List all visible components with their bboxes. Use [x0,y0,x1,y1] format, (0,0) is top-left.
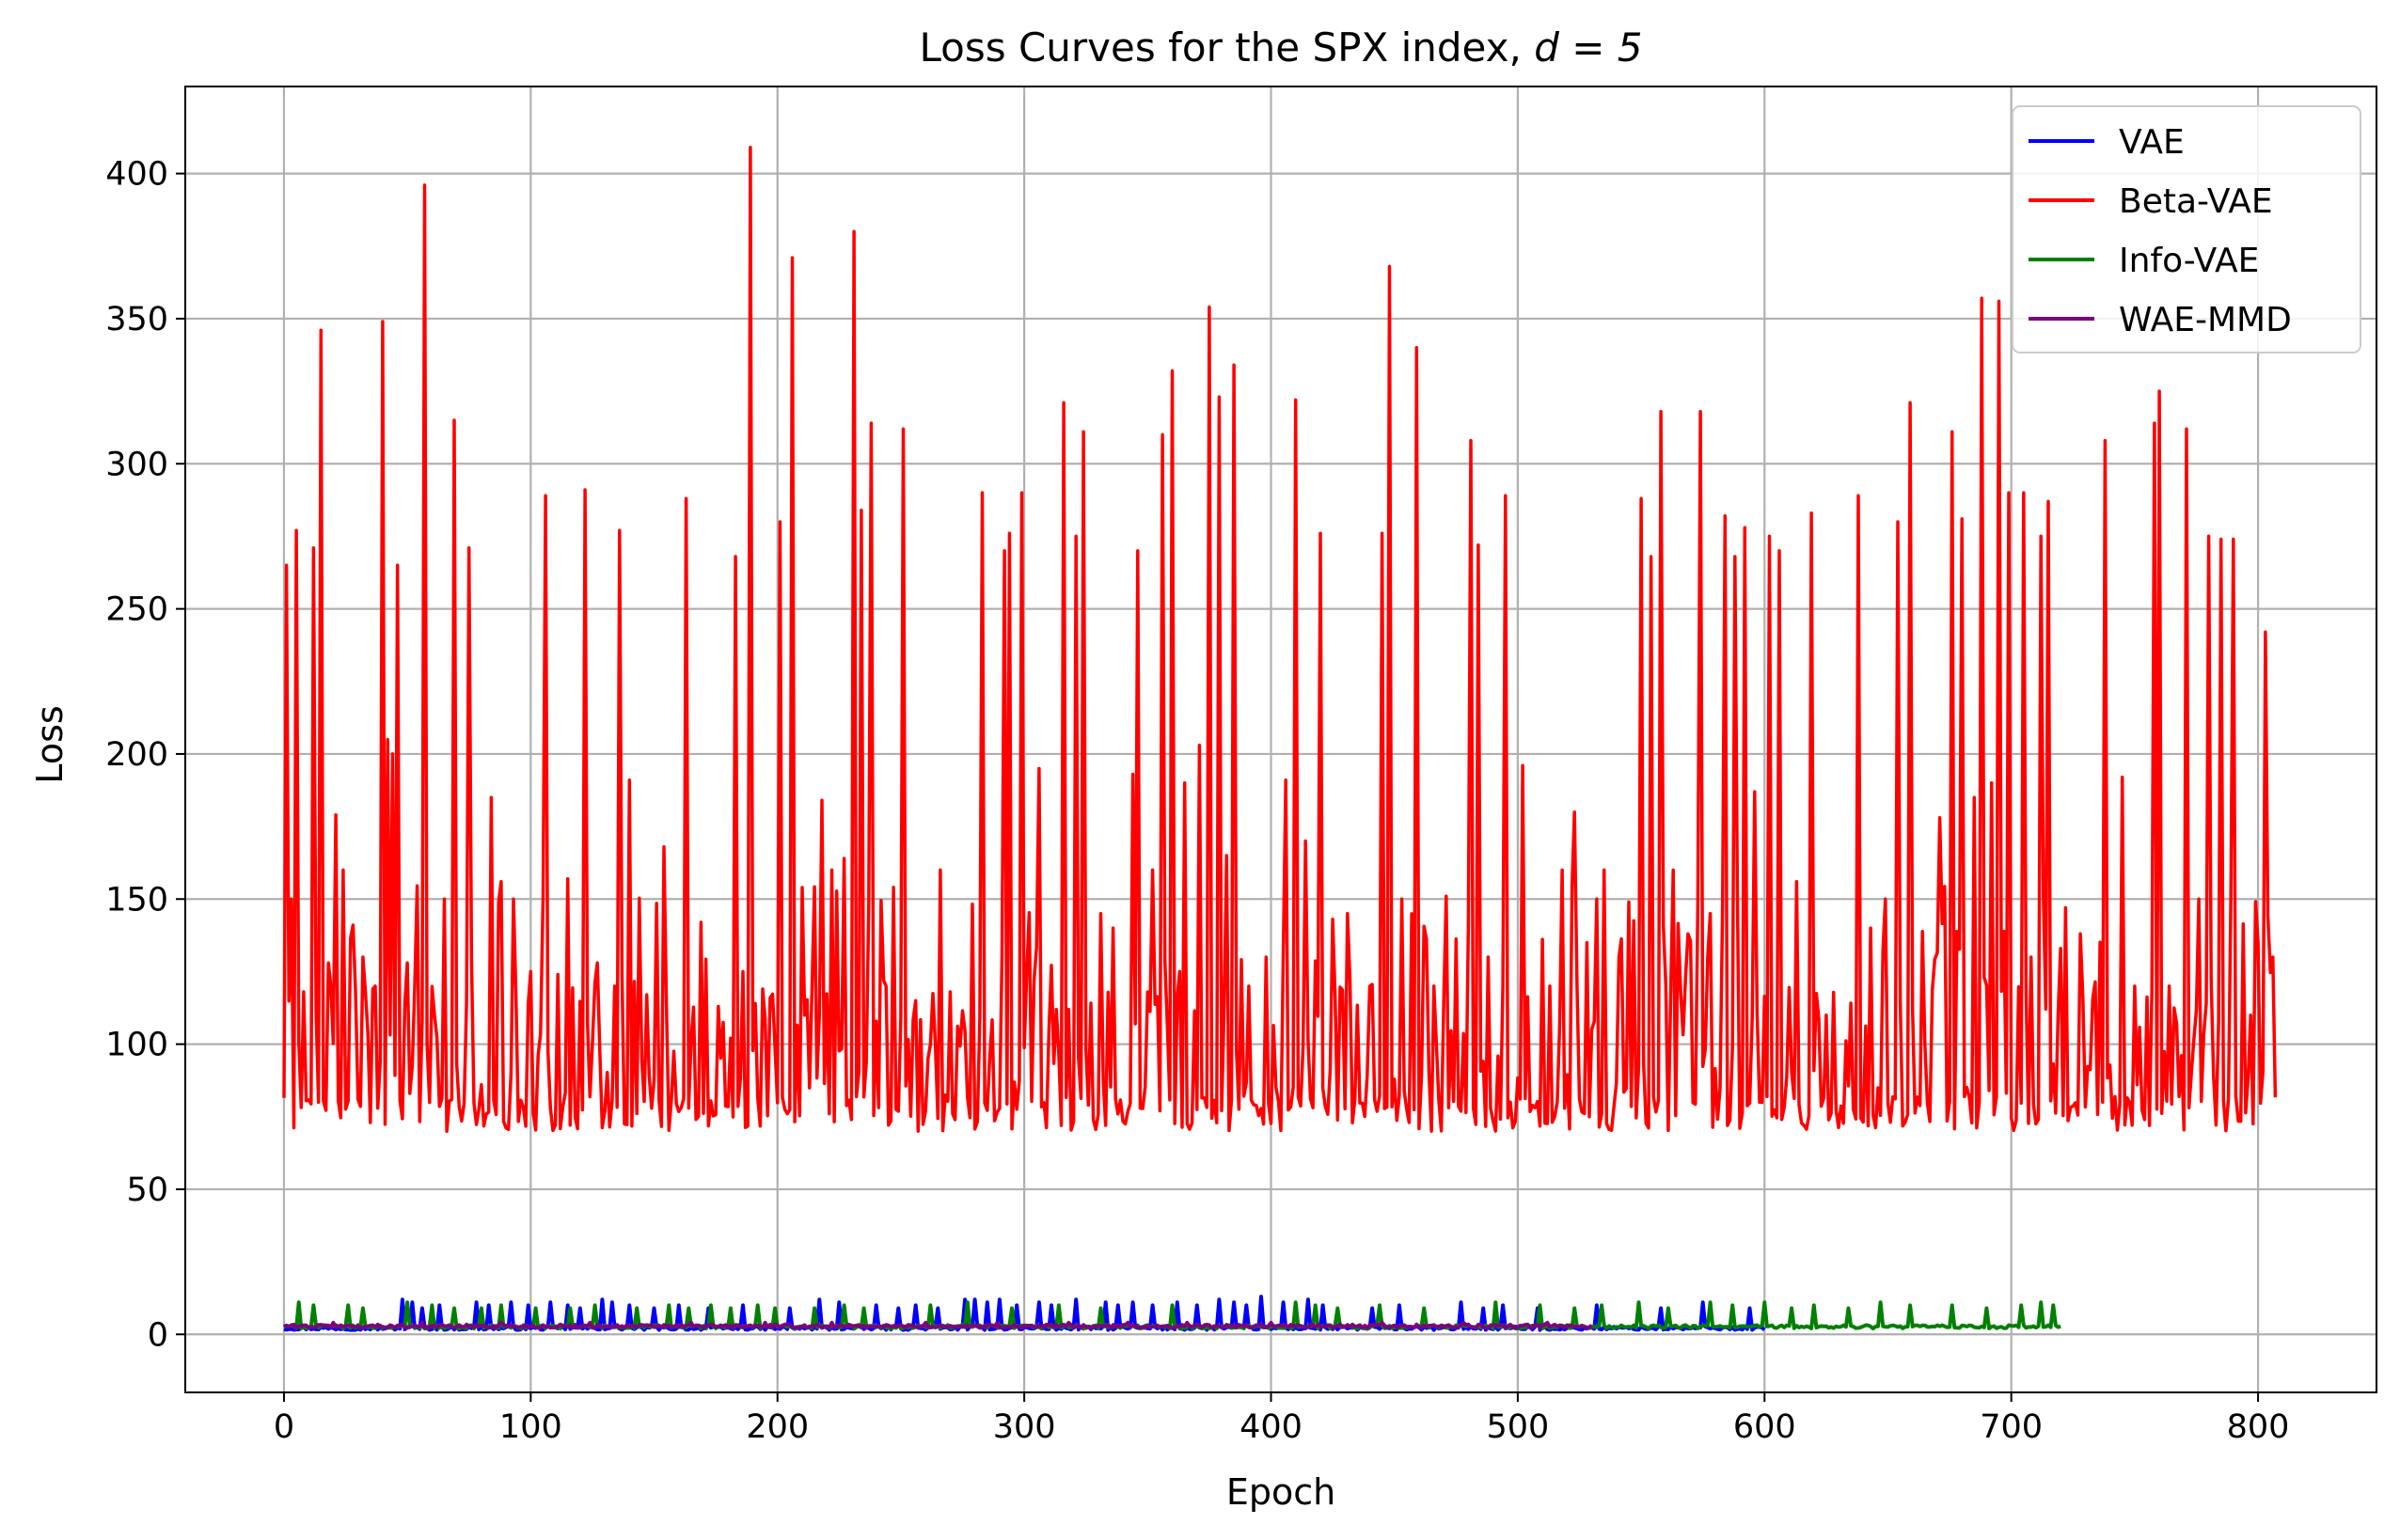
x-tick-label: 500 [1486,1408,1549,1446]
x-tick-label: 100 [499,1408,562,1446]
x-tick-label: 200 [746,1408,809,1446]
axis-ticks: 0 100 200 300 400 500 600 700 800 0 50 100 150 200 250… [105,156,2289,1446]
y-tick-label: 400 [105,156,168,194]
x-tick-label: 700 [1980,1408,2043,1446]
legend-label-beta-vae: Beta-VAE [2119,182,2273,221]
x-axis-label: Epoch [1226,1471,1335,1513]
y-axis-label: Loss [29,705,71,783]
series-line-wae-mmd [283,1320,1594,1330]
series-lines [282,146,2278,1332]
y-tick-label: 200 [105,736,168,774]
y-tick-label: 100 [105,1027,168,1064]
legend-box [2012,105,2361,354]
legend-label-info-vae: Info-VAE [2119,242,2259,280]
y-tick-label: 150 [105,881,168,919]
y-tick-label: 50 [126,1171,168,1209]
legend: VAE Beta-VAE Info-VAE WAE-MMD [2012,105,2361,354]
y-tick-label: 350 [105,301,168,338]
chart-title: Loss Curves for the SPX index, d = 5 [920,24,1643,71]
x-tick-label: 300 [993,1408,1056,1446]
series-line-beta-vae [282,146,2278,1133]
legend-label-vae: VAE [2119,123,2185,162]
y-tick-label: 250 [105,591,168,629]
legend-label-wae-mmd: WAE-MMD [2119,301,2292,339]
y-tick-label: 0 [148,1316,168,1354]
x-tick-label: 400 [1239,1408,1303,1446]
y-tick-label: 300 [105,446,168,483]
plot-frame [184,86,2377,1393]
x-tick-label: 600 [1733,1408,1796,1446]
x-tick-label: 800 [2227,1408,2290,1446]
x-tick-label: 0 [274,1408,294,1446]
